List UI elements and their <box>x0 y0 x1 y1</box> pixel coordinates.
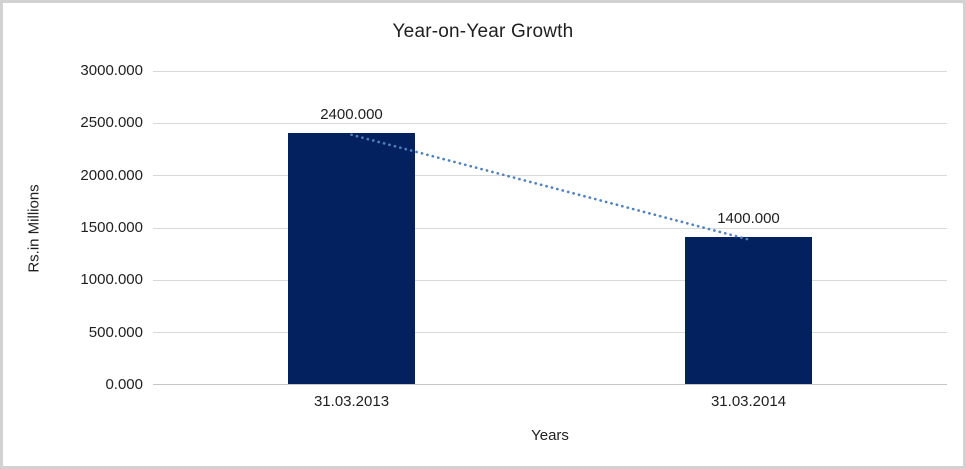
gridline <box>153 227 947 229</box>
y-tick-label: 500.000 <box>88 323 143 341</box>
y-tick-label: 1000.000 <box>80 271 143 289</box>
y-tick-label: 3000.000 <box>80 62 143 79</box>
gridline <box>153 175 947 177</box>
gridline <box>153 332 947 334</box>
gridline <box>153 279 947 281</box>
bar-31.03.2013[interactable] <box>288 132 415 384</box>
trendline[interactable] <box>350 133 750 241</box>
x-tick-label: 31.03.2013 <box>313 393 390 410</box>
x-tick-label: 31.03.2014 <box>710 393 787 410</box>
data-label: 2400.000 <box>320 105 383 123</box>
y-tick-label: 2000.000 <box>80 166 143 184</box>
plot-area <box>153 70 947 385</box>
gridline <box>153 70 947 72</box>
chart-title: Year-on-Year Growth <box>392 21 574 42</box>
y-tick-label: 2500.000 <box>80 114 143 132</box>
gridline <box>153 122 947 124</box>
y-tick-label: 0.000 <box>105 376 143 393</box>
data-label: 1400.000 <box>717 210 780 228</box>
trendline-layer <box>350 133 750 241</box>
y-tick-label: 1500.000 <box>80 219 143 236</box>
bar-31.03.2014[interactable] <box>685 237 812 384</box>
x-axis-title: Years <box>531 427 569 444</box>
